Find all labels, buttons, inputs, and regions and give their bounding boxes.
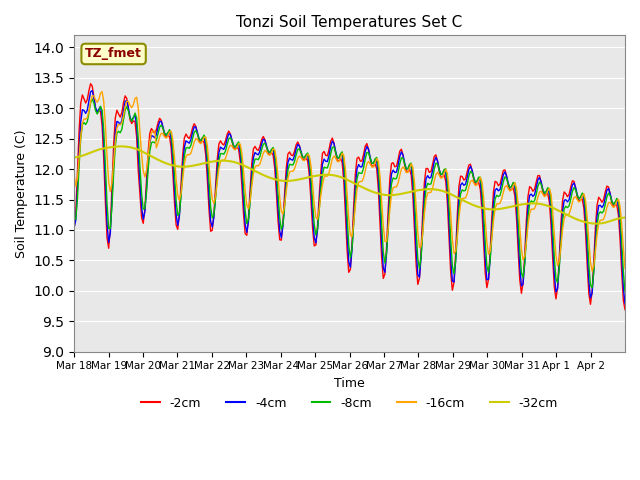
-8cm <box>529 199 537 205</box>
-32cm <box>236 161 244 167</box>
X-axis label: Time: Time <box>334 377 365 390</box>
Text: TZ_fmet: TZ_fmet <box>85 48 142 60</box>
-4cm <box>77 119 84 125</box>
-8cm <box>194 131 202 137</box>
-32cm <box>522 201 530 207</box>
-4cm <box>194 130 202 136</box>
-16cm <box>77 134 84 140</box>
-8cm <box>77 136 84 142</box>
-4cm <box>88 88 96 94</box>
-8cm <box>522 237 530 243</box>
-4cm <box>621 301 629 307</box>
Title: Tonzi Soil Temperatures Set C: Tonzi Soil Temperatures Set C <box>236 15 463 30</box>
-16cm <box>588 268 596 274</box>
-16cm <box>70 172 78 178</box>
-4cm <box>529 193 537 199</box>
-2cm <box>236 159 244 165</box>
-2cm <box>87 81 95 86</box>
-16cm <box>99 89 106 95</box>
-2cm <box>77 100 84 106</box>
-8cm <box>236 144 244 150</box>
-4cm <box>522 229 530 235</box>
-16cm <box>381 239 388 244</box>
-4cm <box>381 269 388 275</box>
Line: -16cm: -16cm <box>74 92 625 271</box>
Line: -4cm: -4cm <box>74 91 625 304</box>
Y-axis label: Soil Temperature (C): Soil Temperature (C) <box>15 129 28 258</box>
-32cm <box>591 221 599 227</box>
-32cm <box>621 215 629 220</box>
Legend: -2cm, -4cm, -8cm, -16cm, -32cm: -2cm, -4cm, -8cm, -16cm, -32cm <box>136 392 563 415</box>
-2cm <box>381 271 388 277</box>
-16cm <box>236 141 244 147</box>
-32cm <box>381 192 388 198</box>
-16cm <box>621 265 629 271</box>
Line: -2cm: -2cm <box>74 84 625 310</box>
-32cm <box>118 144 125 149</box>
-8cm <box>88 96 96 102</box>
-2cm <box>194 131 202 137</box>
-16cm <box>194 137 202 143</box>
-8cm <box>381 260 388 266</box>
-8cm <box>621 288 629 294</box>
-2cm <box>70 226 78 232</box>
-8cm <box>70 215 78 220</box>
-2cm <box>529 188 537 194</box>
Line: -8cm: -8cm <box>74 99 625 291</box>
-32cm <box>529 201 537 206</box>
-16cm <box>522 240 530 245</box>
-32cm <box>70 155 78 160</box>
-16cm <box>529 206 537 212</box>
-32cm <box>77 153 84 159</box>
-32cm <box>194 162 202 168</box>
-2cm <box>621 307 629 312</box>
-2cm <box>522 218 530 224</box>
-4cm <box>70 224 78 230</box>
-4cm <box>236 150 244 156</box>
Line: -32cm: -32cm <box>74 146 625 224</box>
